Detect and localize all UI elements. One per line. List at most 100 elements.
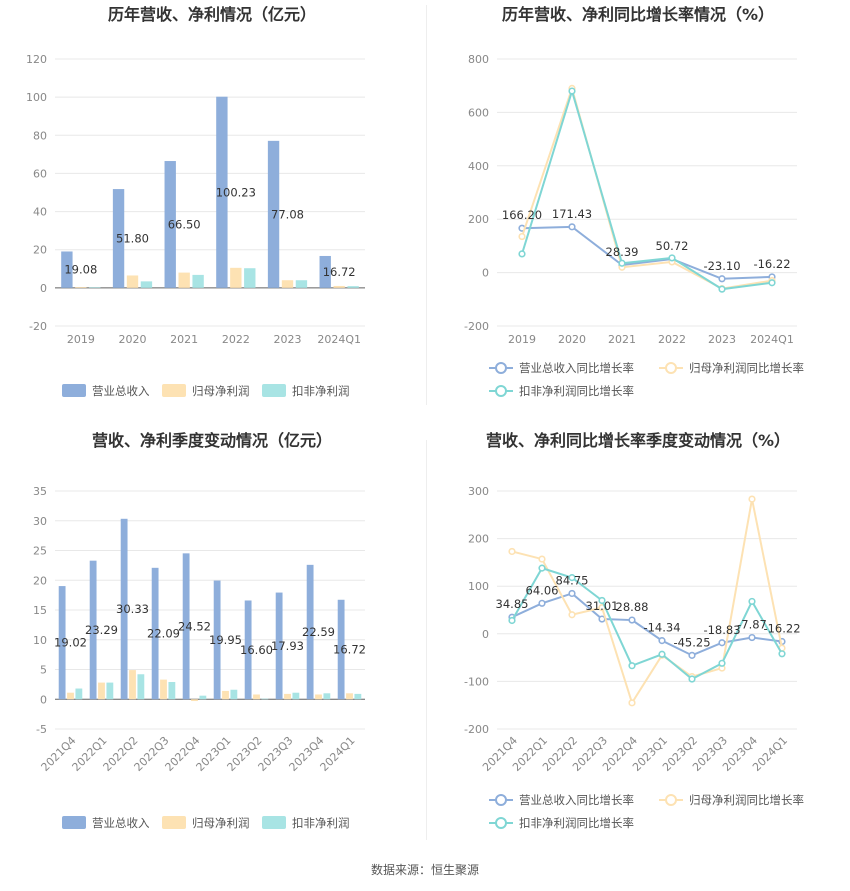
series-point-1 (508, 547, 516, 556)
bar-net-profit (191, 699, 198, 702)
legend-swatch (262, 816, 286, 829)
bar-net-profit (160, 679, 167, 700)
legend-label: 扣非净利润 (292, 816, 350, 830)
bar-net-profit (67, 692, 74, 700)
legend-swatch (162, 816, 186, 829)
data-label: 100.23 (216, 185, 256, 199)
data-label: 171.43 (552, 207, 592, 221)
annual-growth-chart: 历年营收、净利同比增长率情况（%） 800 600 400 200 0 -200 2019 20… (464, 5, 804, 398)
bar-revenue (216, 96, 228, 288)
y-tick-label: -100 (464, 675, 489, 688)
series-line-0 (511, 592, 783, 657)
bar-deducted-profit (75, 688, 83, 700)
data-label: 84.75 (556, 573, 589, 587)
y-tick-label: 0 (482, 628, 489, 641)
quarterly-growth-panel: 营收、净利同比增长率季度变动情况（%） 300 200 100 0 -100 -200 202… (427, 425, 850, 850)
series-point-2 (718, 659, 726, 667)
legend-label: 归母净利润同比增长率 (689, 361, 804, 375)
y-tick-label: 40 (33, 206, 47, 219)
series-line-2 (521, 87, 773, 291)
series-point-2 (778, 650, 786, 658)
bar-deducted-profit (140, 281, 153, 288)
legend-label: 营业总收入 (92, 384, 150, 398)
bar-deducted-profit (137, 674, 145, 700)
bar-deducted-profit (244, 268, 256, 288)
y-tick-label: 15 (33, 604, 47, 617)
bar-net-profit (126, 275, 139, 288)
annual-revenue-profit-panel: 历年营收、净利情况（亿元） 120 100 80 60 40 20 0 -20 2019 2020 2… (0, 0, 425, 420)
y-tick-label: 400 (468, 160, 489, 173)
panel-divider-top (426, 5, 427, 405)
chart-title: 历年营收、净利同比增长率情况（%） (502, 5, 774, 24)
legend-label: 扣非净利润同比增长率 (519, 816, 634, 830)
bar-revenue (151, 567, 159, 700)
quarterly-revenue-profit-panel: 营收、净利季度变动情况（亿元） 35 30 25 20 15 10 5 0 -5 2021Q4 202… (0, 425, 425, 850)
y-tick-label: -200 (464, 320, 489, 333)
panel-divider-bottom (426, 440, 427, 840)
series-point-2 (748, 597, 756, 606)
bar-deducted-profit (106, 682, 114, 700)
data-label: 51.80 (116, 231, 149, 245)
series-point-1 (568, 611, 576, 619)
data-label: 28.88 (616, 600, 649, 614)
series-point-2 (688, 675, 696, 683)
bar-deducted-profit (230, 689, 238, 700)
x-tick-label: 2023 (708, 333, 736, 346)
series-point-2 (538, 564, 546, 572)
y-tick-label: 20 (33, 244, 47, 257)
y-tick-label: -200 (464, 723, 489, 736)
bar-net-profit (253, 694, 260, 700)
bar-net-profit (98, 682, 105, 700)
bar-deducted-profit (354, 693, 362, 700)
data-label: 19.95 (209, 633, 242, 647)
bar-revenue (182, 553, 190, 700)
legend-marker (665, 362, 677, 374)
series-point-1 (538, 555, 546, 563)
data-label: -16.22 (763, 622, 800, 636)
chart-title: 营收、净利同比增长率季度变动情况（%） (486, 431, 790, 450)
bar-net-profit (284, 693, 291, 700)
data-label: 28.39 (606, 245, 639, 259)
y-tick-label: -20 (29, 320, 47, 333)
x-tick-label: 2023 (274, 333, 302, 346)
data-label: 30.33 (116, 602, 149, 616)
data-label: 16.72 (333, 643, 366, 657)
data-label: 19.02 (54, 636, 87, 650)
annual-growth-panel: 历年营收、净利同比增长率情况（%） 800 600 400 200 0 -200 2019 20… (427, 0, 850, 420)
series-point-0 (718, 275, 726, 283)
bar-revenue (267, 140, 280, 288)
x-tick-label: 2019 (508, 333, 536, 346)
data-label: 77.08 (271, 207, 304, 221)
series-point-2 (518, 250, 526, 258)
series-point-1 (518, 232, 526, 241)
series-point-2 (628, 662, 636, 670)
series-point-1 (628, 699, 636, 707)
bar-revenue (61, 251, 73, 288)
x-tick-label: 2020 (558, 333, 586, 346)
data-label: -7.87 (737, 618, 767, 632)
series-point-0 (718, 639, 726, 647)
legend-label: 归母净利润 (192, 816, 250, 830)
series-point-1 (748, 495, 756, 503)
legend-swatch (62, 384, 86, 397)
y-tick-label: 200 (468, 533, 489, 546)
bar-revenue (58, 586, 66, 700)
y-tick-label: 5 (40, 664, 47, 677)
series-point-2 (598, 596, 606, 605)
bar-revenue (213, 580, 221, 700)
x-tick-label: 2024Q1 (318, 734, 358, 774)
y-tick-label: 80 (33, 129, 47, 142)
y-tick-label: 100 (26, 91, 47, 104)
legend-marker (495, 362, 507, 374)
legend-label: 扣非净利润同比增长率 (519, 384, 634, 398)
legend-label: 营业总收入 (92, 816, 150, 830)
data-source: 数据来源：恒生聚源 (370, 863, 479, 877)
bar-net-profit (315, 694, 322, 700)
data-label: 23.29 (85, 623, 118, 637)
series-point-2 (568, 87, 576, 95)
x-tick-label: 2020 (119, 333, 147, 346)
data-label: -14.34 (643, 621, 680, 635)
data-label: 24.52 (178, 619, 211, 633)
data-label: 31.01 (586, 599, 619, 613)
bar-revenue (112, 189, 125, 288)
